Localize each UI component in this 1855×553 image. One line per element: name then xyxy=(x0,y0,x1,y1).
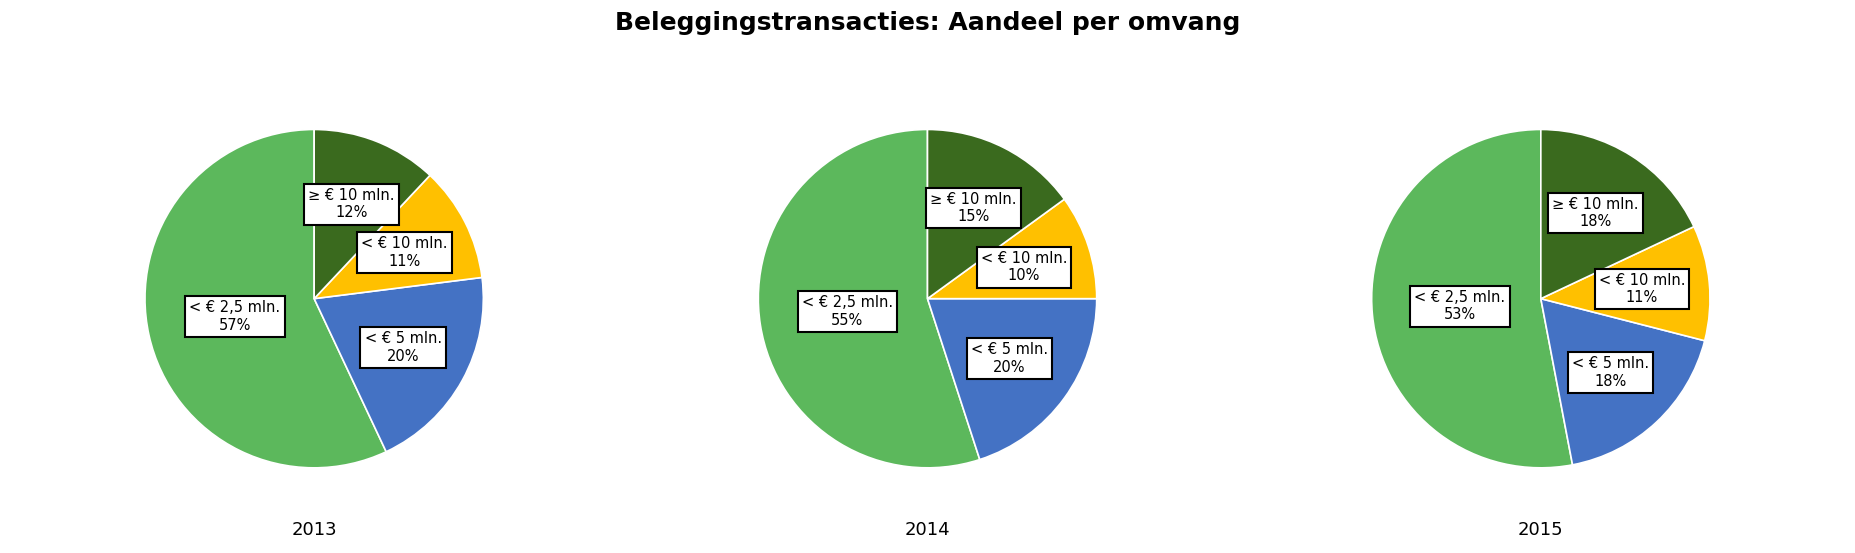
Text: < € 5 mln.
20%: < € 5 mln. 20% xyxy=(970,342,1048,374)
Wedge shape xyxy=(1371,129,1573,468)
Title: 2013: 2013 xyxy=(291,521,338,540)
Text: < € 5 mln.
20%: < € 5 mln. 20% xyxy=(365,331,441,364)
Text: < € 2,5 mln.
57%: < € 2,5 mln. 57% xyxy=(189,300,280,332)
Text: ≥ € 10 mln.
15%: ≥ € 10 mln. 15% xyxy=(931,192,1017,225)
Text: < € 5 mln.
18%: < € 5 mln. 18% xyxy=(1571,357,1649,389)
Wedge shape xyxy=(1542,227,1710,341)
Wedge shape xyxy=(313,129,430,299)
Title: 2015: 2015 xyxy=(1517,521,1564,540)
Text: < € 2,5 mln.
55%: < € 2,5 mln. 55% xyxy=(801,295,892,327)
Text: < € 10 mln.
11%: < € 10 mln. 11% xyxy=(362,236,447,269)
Text: < € 10 mln.
10%: < € 10 mln. 10% xyxy=(981,251,1067,284)
Wedge shape xyxy=(313,175,482,299)
Wedge shape xyxy=(1542,299,1705,465)
Title: 2014: 2014 xyxy=(905,521,950,540)
Wedge shape xyxy=(1542,129,1694,299)
Text: ≥ € 10 mln.
12%: ≥ € 10 mln. 12% xyxy=(308,188,395,221)
Wedge shape xyxy=(313,278,484,452)
Wedge shape xyxy=(145,129,386,468)
Text: < € 2,5 mln.
53%: < € 2,5 mln. 53% xyxy=(1414,290,1506,322)
Text: < € 10 mln.
11%: < € 10 mln. 11% xyxy=(1599,273,1684,305)
Wedge shape xyxy=(759,129,979,468)
Text: ≥ € 10 mln.
18%: ≥ € 10 mln. 18% xyxy=(1553,197,1638,229)
Wedge shape xyxy=(928,299,1096,460)
Wedge shape xyxy=(928,199,1096,299)
Text: Beleggingstransacties: Aandeel per omvang: Beleggingstransacties: Aandeel per omvan… xyxy=(614,11,1241,35)
Wedge shape xyxy=(928,129,1065,299)
